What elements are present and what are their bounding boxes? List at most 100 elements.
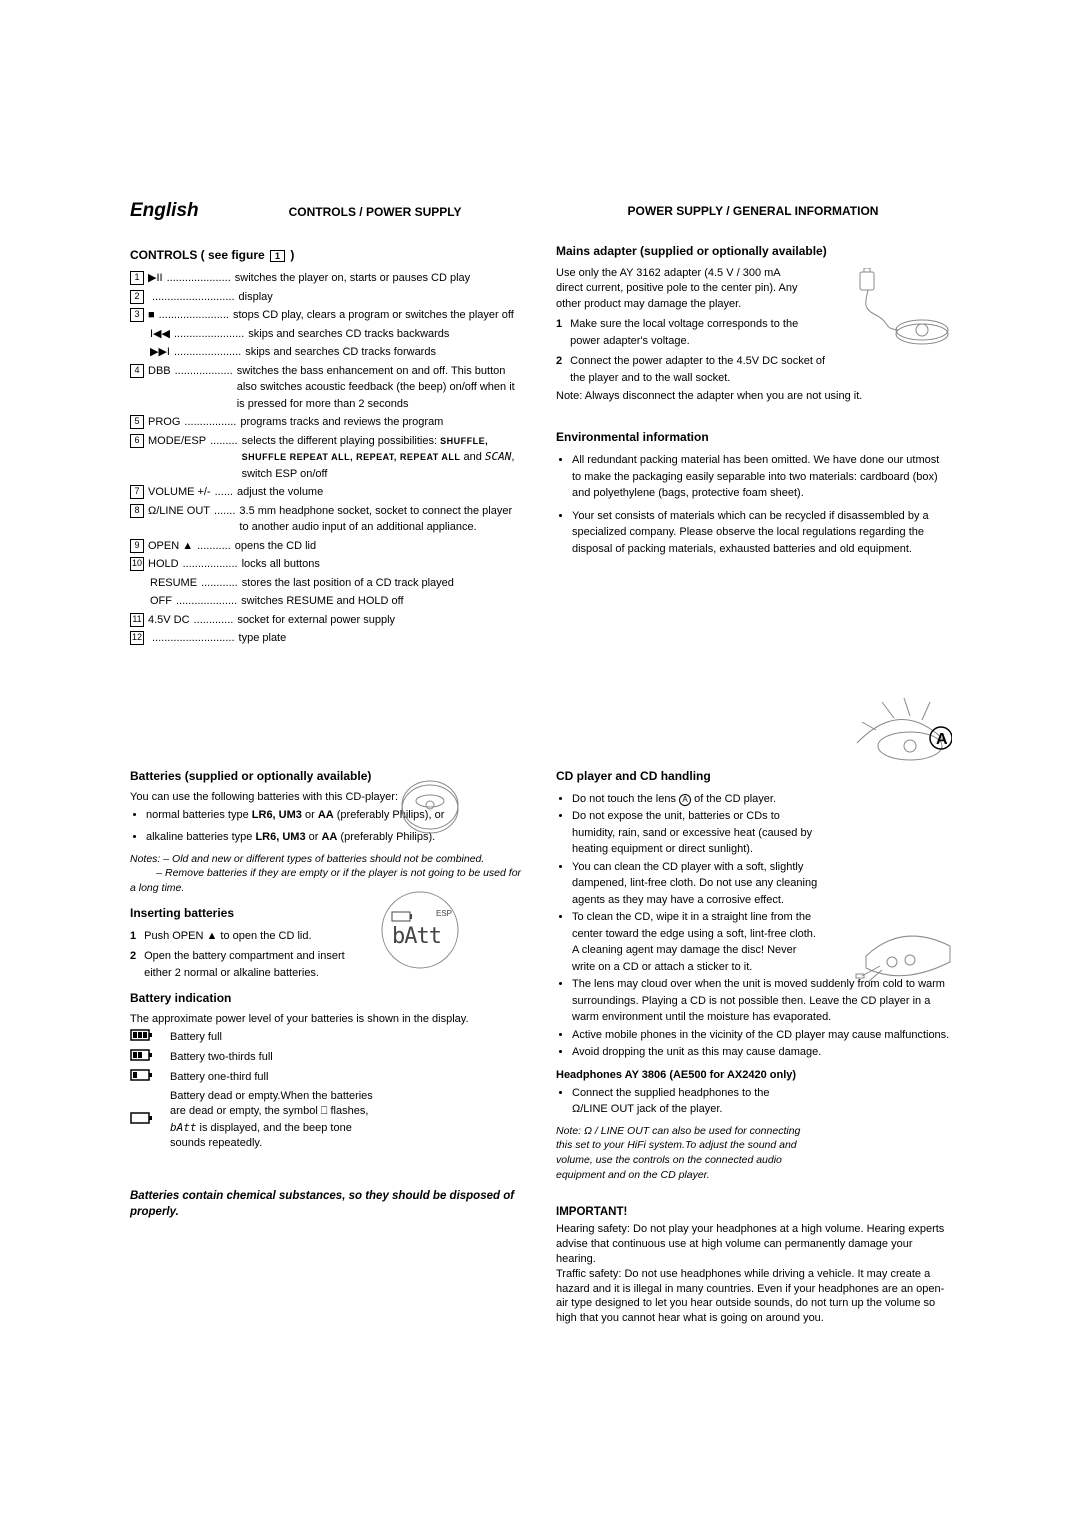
control-number: 4: [130, 364, 144, 378]
control-symbol: ▶▶I: [150, 346, 170, 358]
controls-heading: CONTROLS ( see figure 1 ): [130, 248, 524, 262]
env-bullet: Your set consists of materials which can…: [572, 508, 950, 558]
lid-illustration: [400, 775, 460, 835]
control-symbol: DBB: [148, 365, 171, 377]
page-grid: English CONTROLS / POWER SUPPLY CONTROLS…: [130, 200, 950, 1326]
control-symbol: MODE/ESP: [148, 435, 206, 447]
battind-heading: Battery indication: [130, 991, 524, 1005]
battery-icon: [130, 1069, 156, 1086]
battery-icon: [130, 1112, 156, 1129]
env-bullet: All redundant packing material has been …: [572, 452, 950, 502]
insert-step: 2Open the battery compartment and insert…: [130, 948, 370, 981]
env-heading: Environmental information: [556, 430, 950, 444]
control-symbol: HOLD: [148, 558, 179, 570]
mains-intro: Use only the AY 3162 adapter (4.5 V / 30…: [556, 266, 806, 312]
important-p1: Hearing safety: Do not play your headpho…: [556, 1222, 950, 1267]
control-symbol: I◀◀: [150, 328, 170, 340]
control-row: OFF....................switches RESUME a…: [130, 593, 524, 610]
battery-type: alkaline batteries type LR6, UM3 or AA (…: [146, 829, 524, 846]
battery-level-row: Battery dead or empty.When the batteries…: [130, 1089, 390, 1152]
control-number: 7: [130, 485, 144, 499]
control-row: 9OPEN ▲...........opens the CD lid: [130, 538, 524, 555]
cd-bullet: To clean the CD, wipe it in a straight l…: [572, 909, 822, 975]
control-symbol: RESUME: [150, 577, 197, 589]
mains-illustration: [852, 268, 952, 358]
control-row: 12...........................type plate: [130, 630, 524, 647]
control-number: 11: [130, 613, 144, 627]
jack-illustration: [852, 912, 952, 992]
battery-level-row: Battery one-third full: [130, 1069, 390, 1086]
insert-heading: Inserting batteries: [130, 906, 524, 920]
mains-steps: 1Make sure the local voltage corresponds…: [556, 316, 826, 386]
control-symbol: PROG: [148, 416, 180, 428]
control-number: 1: [130, 271, 144, 285]
important-p2: Traffic safety: Do not use headphones wh…: [556, 1267, 950, 1326]
control-row: I◀◀.......................skips and sear…: [130, 326, 524, 343]
control-symbol: OPEN ▲: [148, 540, 193, 552]
headphones-note: Note: Ω / LINE OUT can also be used for …: [556, 1124, 816, 1183]
control-row: 5PROG.................programs tracks an…: [130, 414, 524, 431]
control-number: 2: [130, 290, 144, 304]
important-heading: IMPORTANT!: [556, 1206, 950, 1218]
controls-heading-text: CONTROLS ( see figure: [130, 248, 265, 262]
section-title-left: CONTROLS / POWER SUPPLY: [289, 205, 462, 219]
lens-illustration: A: [852, 688, 952, 778]
quadrant-cd-handling: CD player and CD handling Do not touch t…: [556, 649, 950, 1327]
headphones-heading: Headphones AY 3806 (AE500 for AX2420 onl…: [556, 1069, 950, 1081]
section-title-right: POWER SUPPLY / GENERAL INFORMATION: [556, 204, 950, 218]
cd-bullet: Do not touch the lens A of the CD player…: [572, 791, 822, 808]
cd-bullet: Do not expose the unit, batteries or CDs…: [572, 808, 822, 858]
controls-list: 1▶II.....................switches the pl…: [130, 270, 524, 647]
quadrant-power: POWER SUPPLY / GENERAL INFORMATION Mains…: [556, 200, 950, 649]
battery-type: normal batteries type LR6, UM3 or AA (pr…: [146, 807, 524, 824]
cd-bullet: You can clean the CD player with a soft,…: [572, 859, 822, 909]
control-symbol: VOLUME +/-: [148, 486, 211, 498]
control-row: 7VOLUME +/-......adjust the volume: [130, 484, 524, 501]
battery-icon: [130, 1029, 156, 1046]
batt-intro: You can use the following batteries with…: [130, 791, 524, 803]
insert-step: 1Push OPEN ▲ to open the CD lid.: [130, 928, 370, 945]
controls-heading-suffix: ): [290, 248, 294, 262]
battery-level-row: Battery full: [130, 1029, 390, 1046]
battery-types-list: normal batteries type LR6, UM3 or AA (pr…: [130, 807, 524, 846]
headphones-bullet: Connect the supplied headphones to the Ω…: [572, 1085, 806, 1118]
control-symbol: Ω/LINE OUT: [148, 505, 210, 517]
control-row: 10HOLD..................locks all button…: [130, 556, 524, 573]
control-row: RESUME............stores the last positi…: [130, 575, 524, 592]
control-row: 8Ω/LINE OUT.......3.5 mm headphone socke…: [130, 503, 524, 536]
control-number: 10: [130, 557, 144, 571]
battery-levels: Battery full Battery two-thirds full Batte…: [130, 1029, 390, 1152]
control-number: 9: [130, 539, 144, 553]
battind-intro: The approximate power level of your batt…: [130, 1013, 524, 1025]
control-row: 114.5V DC.............socket for externa…: [130, 612, 524, 629]
cd-bullet: Active mobile phones in the vicinity of …: [572, 1027, 950, 1044]
control-row: ▶▶I......................skips and searc…: [130, 344, 524, 361]
cd-bullet: Avoid dropping the unit as this may caus…: [572, 1044, 950, 1061]
control-row: 6MODE/ESP.........selects the different …: [130, 433, 524, 483]
env-bullets: All redundant packing material has been …: [556, 452, 950, 557]
control-row: 4DBB...................switches the bass…: [130, 363, 524, 413]
battery-warning: Batteries contain chemical substances, s…: [130, 1188, 524, 1220]
mains-step: 1Make sure the local voltage corresponds…: [556, 316, 826, 349]
control-number: 3: [130, 308, 144, 322]
mains-step: 2Connect the power adapter to the 4.5V D…: [556, 353, 826, 386]
headphones-bullet-list: Connect the supplied headphones to the Ω…: [556, 1085, 806, 1118]
mains-note: Note: Always disconnect the adapter when…: [556, 390, 950, 402]
control-number: 12: [130, 631, 144, 645]
control-number: 5: [130, 415, 144, 429]
battery-icon: [130, 1049, 156, 1066]
control-row: 2...........................display: [130, 289, 524, 306]
insert-steps: 1Push OPEN ▲ to open the CD lid. 2Open th…: [130, 928, 370, 982]
figure-ref: 1: [270, 250, 285, 262]
control-number: 8: [130, 504, 144, 518]
control-row: 3■.......................stops CD play, …: [130, 307, 524, 324]
mains-heading: Mains adapter (supplied or optionally av…: [556, 244, 950, 258]
batteries-heading: Batteries (supplied or optionally availa…: [130, 769, 524, 783]
control-symbol: ■: [148, 309, 155, 321]
battery-level-row: Battery two-thirds full: [130, 1049, 390, 1066]
header-line: English CONTROLS / POWER SUPPLY: [130, 200, 524, 222]
language-label: English: [130, 200, 199, 222]
quadrant-batteries: Batteries (supplied or optionally availa…: [130, 649, 524, 1327]
control-symbol: 4.5V DC: [148, 614, 190, 626]
batt-notes-label: Notes:: [130, 853, 160, 865]
